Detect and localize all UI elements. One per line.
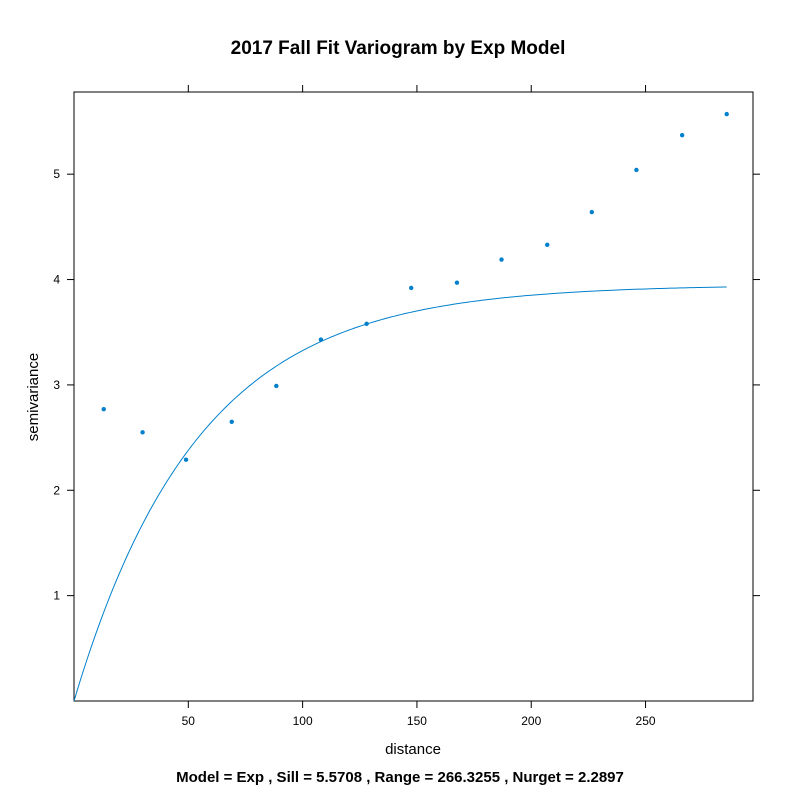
- data-point: [364, 321, 369, 326]
- data-point: [274, 383, 279, 389]
- x-tick-label: 150: [407, 714, 427, 728]
- data-point: [183, 457, 189, 462]
- model-caption: Model = Exp , Sill = 5.5708 , Range = 26…: [176, 769, 624, 786]
- tick-labels: 50 100 150 200 250 1 2 3 4 5: [53, 167, 656, 728]
- y-tick-label: 1: [53, 589, 60, 603]
- data-point: [545, 242, 550, 247]
- y-tick-label: 4: [53, 273, 60, 287]
- data-point: [454, 280, 460, 285]
- data-point: [589, 209, 595, 215]
- data-point: [318, 337, 324, 342]
- data-point: [634, 167, 639, 173]
- data-point: [140, 430, 145, 435]
- fitted-model-curve: [73, 286, 727, 702]
- x-tick-label: 50: [182, 714, 196, 728]
- data-point: [724, 111, 729, 117]
- data-point: [101, 406, 106, 412]
- x-tick-label: 100: [293, 714, 313, 728]
- data-point: [229, 419, 234, 424]
- data-point: [679, 132, 685, 138]
- y-tick-label: 3: [53, 378, 60, 392]
- data-point: [409, 285, 414, 291]
- plot-frame: [73, 91, 754, 702]
- y-tick-label: 5: [53, 167, 60, 181]
- data-points: [101, 111, 729, 462]
- x-tick-label: 250: [636, 714, 656, 728]
- x-tick-label: 200: [521, 714, 541, 728]
- data-point: [499, 257, 504, 262]
- y-axis-label: semivariance: [25, 353, 42, 441]
- x-axis-label: distance: [385, 741, 441, 758]
- axis-ticks: [67, 85, 760, 708]
- chart-title: 2017 Fall Fit Variogram by Exp Model: [231, 38, 566, 59]
- y-tick-label: 2: [53, 483, 60, 497]
